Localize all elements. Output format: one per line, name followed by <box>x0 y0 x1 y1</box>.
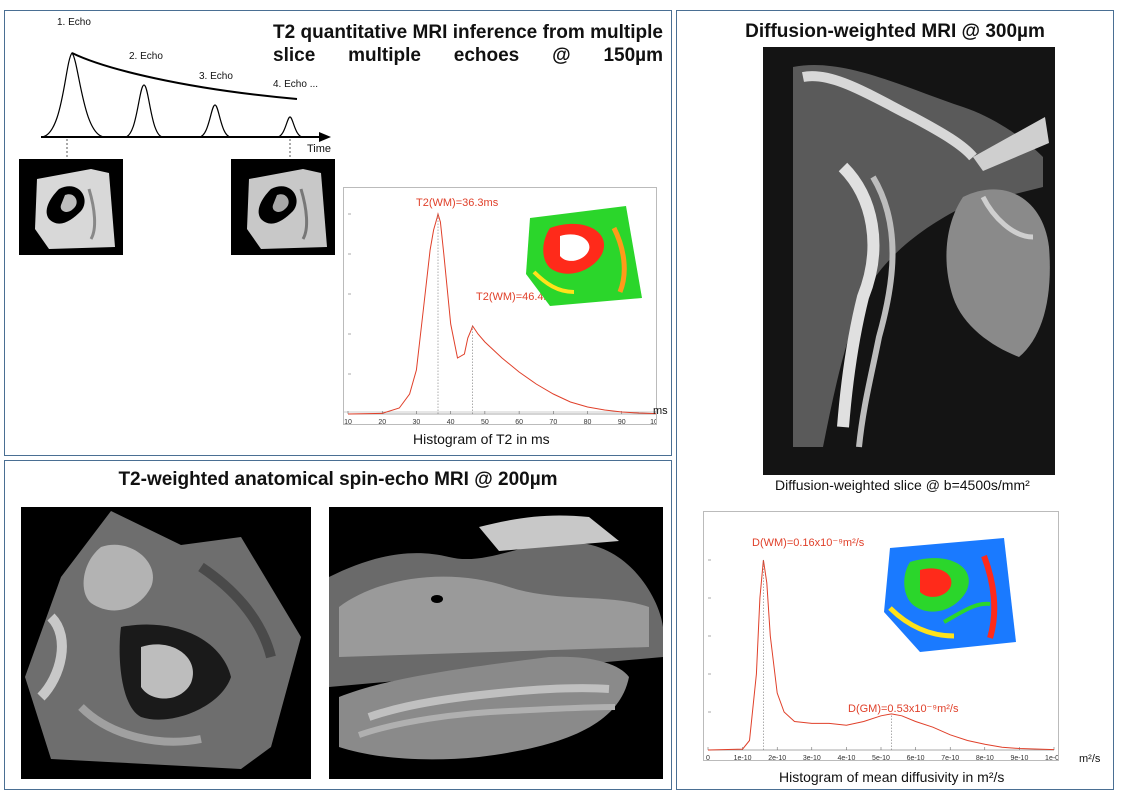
t2-x-tick-label: 100 <box>650 419 656 424</box>
diffusivity-histogram-caption: Histogram of mean diffusivity in m²/s <box>779 769 1005 785</box>
t2-quantitative-panel: T2 quantitative MRI inference from multi… <box>4 10 672 456</box>
t2-x-tick-label: 10 <box>344 419 352 424</box>
t2-x-tick-label: 20 <box>378 419 386 424</box>
t2-peak-label-2: T2(WM)=46.4ms <box>476 291 559 303</box>
diffusivity-histogram-curve <box>707 559 1055 751</box>
diffusivity-x-tick-label: 2e-10 <box>768 755 786 760</box>
t2-color-map-inset <box>526 206 642 306</box>
t2-quant-title: T2 quantitative MRI inference from multi… <box>273 22 663 66</box>
t2-unit-label: ms <box>653 405 668 417</box>
anatomical-panel: T2-weighted anatomical spin-echo MRI @ 2… <box>4 460 672 790</box>
t2-x-tick-label: 50 <box>481 419 489 424</box>
anatomical-slice-1-image <box>21 507 311 779</box>
diffusivity-x-tick-label: 1e-09 <box>1045 755 1058 760</box>
diffusivity-x-tick-label: 5e-10 <box>872 755 890 760</box>
t2-x-tick-label: 30 <box>413 419 421 424</box>
t2-x-tick-label: 60 <box>515 419 523 424</box>
echo-label-4: 4. Echo ... <box>273 79 319 90</box>
echo-label-1: 1. Echo <box>57 17 91 28</box>
diffusion-weighted-slice-image <box>763 47 1055 475</box>
echo-label-2: 2. Echo <box>129 51 163 62</box>
diffusivity-x-tick-label: 4e-10 <box>837 755 855 760</box>
t2-histogram-curve <box>347 212 657 415</box>
echo-label-3: 3. Echo <box>199 71 233 82</box>
diffusivity-peak-label-gm: D(GM)=0.53x10⁻⁹m²/s <box>848 703 959 715</box>
echo-4-slice-image <box>231 159 335 255</box>
diffusivity-histogram-plot: D(WM)=0.16x10⁻⁹m²/s D(GM)=0.53x10⁻⁹m²/s … <box>706 537 1063 762</box>
t2-x-tick-label: 90 <box>618 419 626 424</box>
diffusivity-unit-label: m²/s <box>1079 753 1101 765</box>
anatomical-slice-2-image <box>329 507 663 779</box>
diffusivity-histogram: D(WM)=0.16x10⁻⁹m²/s D(GM)=0.53x10⁻⁹m²/s … <box>703 511 1063 762</box>
diffusivity-x-tick-label: 9e-10 <box>1010 755 1028 760</box>
t2-histogram: T2(WM)=36.3ms T2(WM)=46.4ms 10 20 30 40 50 60… <box>343 187 662 426</box>
diffusivity-color-map-inset <box>884 538 1016 652</box>
diffusivity-peak-label-wm: D(WM)=0.16x10⁻⁹m²/s <box>752 537 865 549</box>
t2-x-tick-label: 70 <box>549 419 557 424</box>
diffusivity-x-tick-label: 7e-10 <box>941 755 959 760</box>
diffusivity-x-tick-label: 1e-10 <box>734 755 752 760</box>
t2-histogram-caption: Histogram of T2 in ms <box>413 431 550 447</box>
diffusivity-x-tick-label: 0 <box>706 755 710 760</box>
t2-histogram-plot: T2(WM)=36.3ms T2(WM)=46.4ms 10 20 30 40 50 60… <box>344 197 662 426</box>
diffusion-panel: Diffusion-weighted MRI @ 300µm Diffusion… <box>676 10 1114 790</box>
echo-decay-diagram <box>40 52 331 159</box>
anatomical-title: T2-weighted anatomical spin-echo MRI @ 2… <box>118 469 558 490</box>
t2-x-tick-label: 40 <box>447 419 455 424</box>
t2-x-tick-label: 80 <box>584 419 592 424</box>
echo-1-slice-image <box>19 159 123 255</box>
time-axis-label: Time <box>307 143 332 155</box>
diffusivity-x-tick-label: 6e-10 <box>907 755 925 760</box>
t2-peak-label-wm: T2(WM)=36.3ms <box>416 197 499 209</box>
diffusivity-x-tick-label: 8e-10 <box>976 755 994 760</box>
diffusion-title: Diffusion-weighted MRI @ 300µm <box>745 21 1045 42</box>
diffusion-slice-caption: Diffusion-weighted slice @ b=4500s/mm² <box>775 477 1030 493</box>
diffusivity-x-tick-label: 3e-10 <box>803 755 821 760</box>
